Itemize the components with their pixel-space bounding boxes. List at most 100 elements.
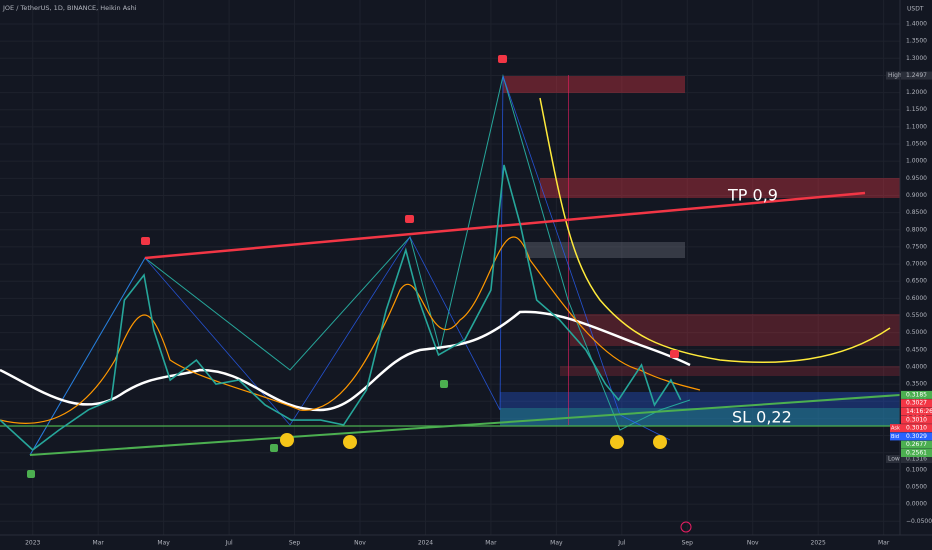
x-tick-label: Jul [224, 540, 233, 547]
price-tag-label: 0.2561 [906, 450, 927, 457]
price-tag-type: Ask [891, 426, 900, 432]
price-tag [901, 390, 932, 399]
x-tick-label: Mar [93, 540, 105, 547]
zone [525, 242, 685, 258]
x-tick-label: Nov [354, 540, 366, 547]
y-tick-label: 1.0500 [906, 141, 927, 148]
marker [670, 350, 679, 358]
x-tick-label: Sep [682, 540, 694, 547]
y-tick-label: 0.4000 [906, 363, 927, 370]
high-tag [886, 71, 900, 80]
support-line [29, 394, 901, 456]
y-tick-label: 0.9500 [906, 175, 927, 182]
y-tick-label: 0.6000 [906, 295, 927, 302]
x-tick-label: Nov [747, 540, 759, 547]
zone [570, 314, 900, 346]
y-tick-label: 0.4500 [906, 346, 927, 353]
pattern-line [29, 74, 691, 456]
y-tick-label: 0.0000 [906, 501, 927, 508]
y-tick-label: 0.6500 [906, 278, 927, 285]
pattern-line [29, 75, 671, 456]
y-tick-label: 0.8500 [906, 209, 927, 216]
marker [405, 215, 414, 223]
emoji [280, 433, 294, 447]
zone [560, 366, 900, 376]
price-tag [901, 432, 932, 441]
marker [141, 237, 150, 245]
price-tag [901, 424, 932, 433]
x-tick-label: 2024 [418, 540, 433, 547]
x-tick-label: 2023 [25, 540, 40, 547]
zone [500, 408, 900, 426]
price-tag [901, 440, 932, 449]
series [0, 164, 682, 451]
price-tag-label: 0.3029 [906, 433, 927, 440]
sl-label: SL 0,22 [732, 408, 792, 427]
y-tick-label: 0.1000 [906, 466, 927, 473]
y-tick-label: −0.0500 [906, 518, 932, 525]
x-tick-label: Mar [878, 540, 890, 547]
price-tag-type-bg [890, 424, 901, 433]
y-tick-label: 0.7000 [906, 261, 927, 268]
price-tag [901, 449, 932, 458]
y-tick-label: 0.9000 [906, 192, 927, 199]
marker [270, 444, 278, 452]
y-tick-label: 1.4000 [906, 21, 927, 28]
x-tick-label: Mar [485, 540, 497, 547]
moving-average [0, 236, 701, 424]
y-tick-label: 0.3500 [906, 381, 927, 388]
y-tick-label: 1.3500 [906, 38, 927, 45]
price-tag-label: 0.3010 [906, 425, 927, 432]
price-tag-label: 0.3185 [906, 391, 927, 398]
emoji [343, 435, 357, 449]
y-tick-label: 1.1500 [906, 106, 927, 113]
marker [498, 55, 507, 63]
price-tag [901, 415, 932, 424]
y-tick-label: 0.8000 [906, 226, 927, 233]
y-tick-label: 0.0500 [906, 483, 927, 490]
axis-unit: USDT [907, 6, 924, 13]
emoji [653, 435, 667, 449]
tp-label: TP 0,9 [727, 186, 778, 205]
price-tag-label: 0.3010 [906, 416, 927, 423]
price-tag-label: 14:16:26 [906, 408, 932, 415]
y-tick-label: 1.3000 [906, 55, 927, 62]
zone [540, 178, 900, 198]
x-tick-label: May [157, 540, 170, 547]
moving-average [0, 310, 691, 412]
price-tag [901, 407, 932, 416]
price-tag-label: 0.3027 [906, 400, 927, 407]
low-label: Low [888, 456, 900, 463]
price-tag-type-bg [890, 432, 901, 441]
marker [440, 380, 448, 388]
y-tick-label: 1.1000 [906, 123, 927, 130]
high-value: 1.2497 [906, 72, 927, 79]
y-tick-label: 1.2000 [906, 89, 927, 96]
high-value-bg [901, 71, 932, 80]
plot-area [0, 0, 900, 535]
y-tick-label: 1.0000 [906, 158, 927, 165]
marker [27, 470, 35, 478]
axis: 1.40001.35001.30001.25001.20001.15001.10… [25, 21, 932, 547]
zone [503, 76, 685, 93]
low-value-bg [901, 455, 932, 464]
icon[interactable] [680, 521, 692, 533]
high-label: High [888, 72, 902, 79]
x-tick-label: Sep [289, 540, 301, 547]
x-tick-label: Jul [617, 540, 626, 547]
emoji [610, 435, 624, 449]
price-line [0, 164, 682, 451]
box-edge [568, 75, 569, 425]
price-tag [901, 399, 932, 408]
price-tag-type: Bid [891, 434, 899, 440]
y-tick-label: 0.7500 [906, 243, 927, 250]
x-tick-label: 2025 [811, 540, 826, 547]
resistance-line [144, 191, 866, 260]
x-tick-label: May [550, 540, 563, 547]
low-tag [886, 455, 900, 464]
low-value: 0.1316 [906, 456, 927, 463]
price-tag-label: 0.2677 [906, 441, 927, 448]
projection-curve [539, 97, 891, 364]
chart-title: JOE / TetherUS, 1D, BINANCE, Heikin Ashi [2, 4, 137, 12]
